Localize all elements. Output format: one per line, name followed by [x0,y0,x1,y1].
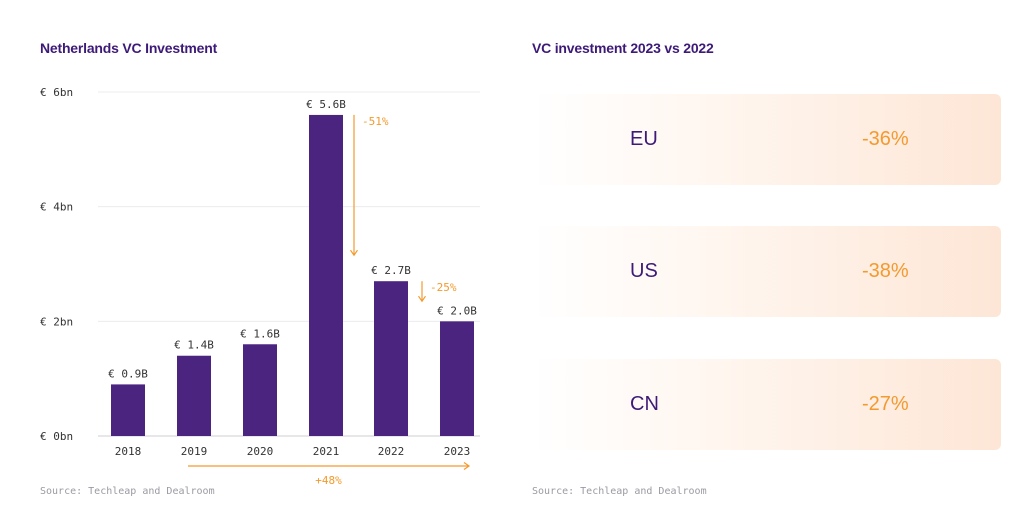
source-note: Source: Techleap and Dealroom [532,486,707,497]
data-label: € 2.0B [437,304,477,317]
bar [111,384,145,436]
data-label: € 1.6B [240,327,280,340]
y-tick-label: € 4bn [40,201,73,214]
bar [177,355,211,436]
source-note: Source: Techleap and Dealroom [40,486,215,497]
x-tick-label: 2020 [247,445,274,458]
data-label: € 0.9B [108,367,148,380]
change-value: -36% [862,128,909,150]
bar-chart: € 0bn € 2bn € 4bn € 6bn € 0.9B 2018 € 1.4B 2019… [40,86,480,487]
y-tick-label: € 6bn [40,86,73,99]
decline-arrow-head [418,295,426,303]
data-label: € 1.4B [174,339,214,352]
y-tick-label: € 0bn [40,430,73,443]
data-label: € 2.7B [371,264,411,277]
change-value: -38% [862,260,909,282]
y-tick-label: € 2bn [40,315,73,328]
region-label: EU [630,128,658,150]
change-value: -27% [862,393,909,415]
annotation-label: -25% [430,281,457,294]
data-label: € 5.6B [306,98,346,111]
comparison-title: VC investment 2023 vs 2022 [532,40,714,56]
x-tick-label: 2021 [313,445,340,458]
x-tick-label: 2022 [378,445,405,458]
x-tick-label: 2023 [444,445,471,458]
bar [243,344,277,436]
comparison-card-cn: CN -27% [532,359,1001,450]
bar [374,281,408,436]
bar [309,114,343,436]
x-tick-label: 2018 [115,445,142,458]
annotation-label: +48% [315,474,342,487]
annotation-label: -51% [362,115,389,128]
chart-title: Netherlands VC Investment [40,40,218,56]
bar [440,321,474,436]
comparison-card-eu: EU -36% [532,94,1001,185]
decline-arrow-head [350,249,358,257]
comparison-card-us: US -38% [532,226,1001,317]
growth-arrow-head [463,462,471,470]
region-label: US [630,260,658,282]
region-label: CN [630,393,659,415]
x-tick-label: 2019 [181,445,208,458]
